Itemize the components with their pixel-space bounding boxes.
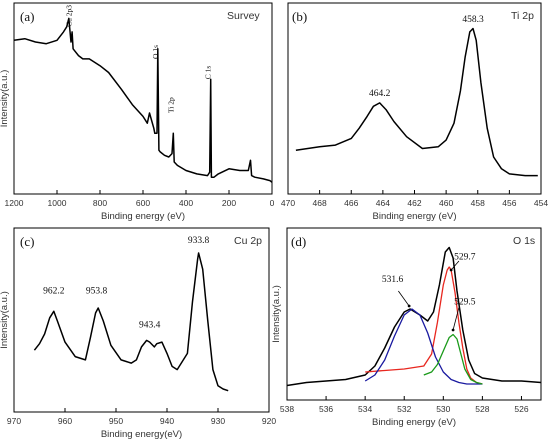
panel-b: 470 468 466 464 462 460 458 456 454 Binding energ… xyxy=(281,2,548,222)
panel-label: (c) xyxy=(20,234,34,249)
x-tick-label: 1200 xyxy=(5,198,24,208)
x-tick-label: 532 xyxy=(397,404,411,414)
panel-title: Ti 2p xyxy=(511,10,534,22)
arrow-head xyxy=(451,328,455,332)
x-tick-label: 920 xyxy=(262,416,276,426)
x-tick-label: 466 xyxy=(344,198,358,208)
y-axis-label: Intensity(a.u.) xyxy=(271,285,282,343)
x-tick-label: 400 xyxy=(179,198,193,208)
panel-label: (b) xyxy=(292,9,307,24)
x-tick-label: 460 xyxy=(439,198,453,208)
x-tick-label: 0 xyxy=(270,198,275,208)
peak-annotation: Cu 2p3 xyxy=(65,5,74,27)
x-tick-label: 530 xyxy=(436,404,450,414)
x-tick-label: 970 xyxy=(7,416,21,426)
peak-annotation: 529.7 xyxy=(454,253,476,263)
series-line-4 xyxy=(423,333,483,385)
x-axis-label: Binding energy (eV) xyxy=(372,417,456,428)
plot-frame xyxy=(286,227,542,401)
x-tick-label: 454 xyxy=(534,198,548,208)
y-axis-label: Intensity(a.u.) xyxy=(0,291,10,349)
panel-a: 1200 1000 800 600 400 200 0 Binding energy (eV)… xyxy=(0,2,275,222)
x-tick-label: 462 xyxy=(407,198,421,208)
peak-annotation: 953.8 xyxy=(86,286,108,296)
x-axis-label: Binding energy (eV) xyxy=(373,211,457,222)
x-tick-label: 534 xyxy=(358,404,372,414)
peak-annotation: 458.3 xyxy=(462,15,484,25)
x-tick-label: 1000 xyxy=(48,198,67,208)
annotation-arrow xyxy=(452,307,460,331)
peak-annotation: 529.5 xyxy=(454,298,476,308)
x-tick-label: 456 xyxy=(502,198,516,208)
peak-annotation: C 1s xyxy=(204,66,213,80)
x-tick-label: 464 xyxy=(376,198,390,208)
x-tick-label: 600 xyxy=(136,198,150,208)
series-line-1 xyxy=(286,246,542,387)
peak-annotation: O 1s xyxy=(151,45,160,59)
panel-d: 538 536 534 532 530 528 526 Binding energy (eV)… xyxy=(271,227,542,428)
x-tick-label: 538 xyxy=(280,404,294,414)
panel-c: 970 960 950 940 930 920 Binding energy(eV) Inte… xyxy=(0,227,276,440)
x-tick-label: 536 xyxy=(319,404,333,414)
x-tick-label: 940 xyxy=(160,416,174,426)
x-tick-label: 950 xyxy=(109,416,123,426)
x-tick-label: 800 xyxy=(93,198,107,208)
peak-annotation: 933.8 xyxy=(188,236,210,246)
peak-annotation: Ti 2p xyxy=(166,97,175,113)
annotation-arrow xyxy=(450,260,460,271)
x-tick-label: 458 xyxy=(471,198,485,208)
panel-label: (a) xyxy=(20,9,34,24)
panel-label: (d) xyxy=(291,234,306,249)
series-line-1 xyxy=(13,17,273,183)
series-line-1 xyxy=(33,252,229,392)
x-tick-label: 526 xyxy=(514,404,528,414)
y-axis-label: Intensity(a.u.) xyxy=(0,70,10,128)
x-tick-label: 528 xyxy=(475,404,489,414)
x-tick-label: 930 xyxy=(211,416,225,426)
peak-annotation: 962.2 xyxy=(43,286,65,296)
peak-annotation: 943.4 xyxy=(139,320,161,330)
plot-frame xyxy=(13,227,270,413)
panel-title: Cu 2p xyxy=(234,235,262,247)
peak-annotation: 531.6 xyxy=(382,275,404,285)
panel-title: O 1s xyxy=(513,235,535,247)
x-tick-label: 470 xyxy=(281,198,295,208)
x-tick-label: 200 xyxy=(222,198,236,208)
series-line-2 xyxy=(365,266,483,385)
series-line-3 xyxy=(364,308,483,385)
x-axis-label: Binding energy (eV) xyxy=(101,211,185,222)
plot-frame xyxy=(287,2,542,195)
x-tick-label: 468 xyxy=(313,198,327,208)
series-line-1 xyxy=(295,27,538,177)
arrow-head xyxy=(407,304,411,308)
x-tick-label: 960 xyxy=(58,416,72,426)
x-axis-label: Binding energy(eV) xyxy=(101,429,182,440)
peak-annotation: 464.2 xyxy=(369,89,391,99)
annotation-arrow xyxy=(398,290,410,307)
arrow-head xyxy=(449,268,453,272)
panel-title: Survey xyxy=(227,10,260,22)
plot-frame xyxy=(13,2,273,195)
